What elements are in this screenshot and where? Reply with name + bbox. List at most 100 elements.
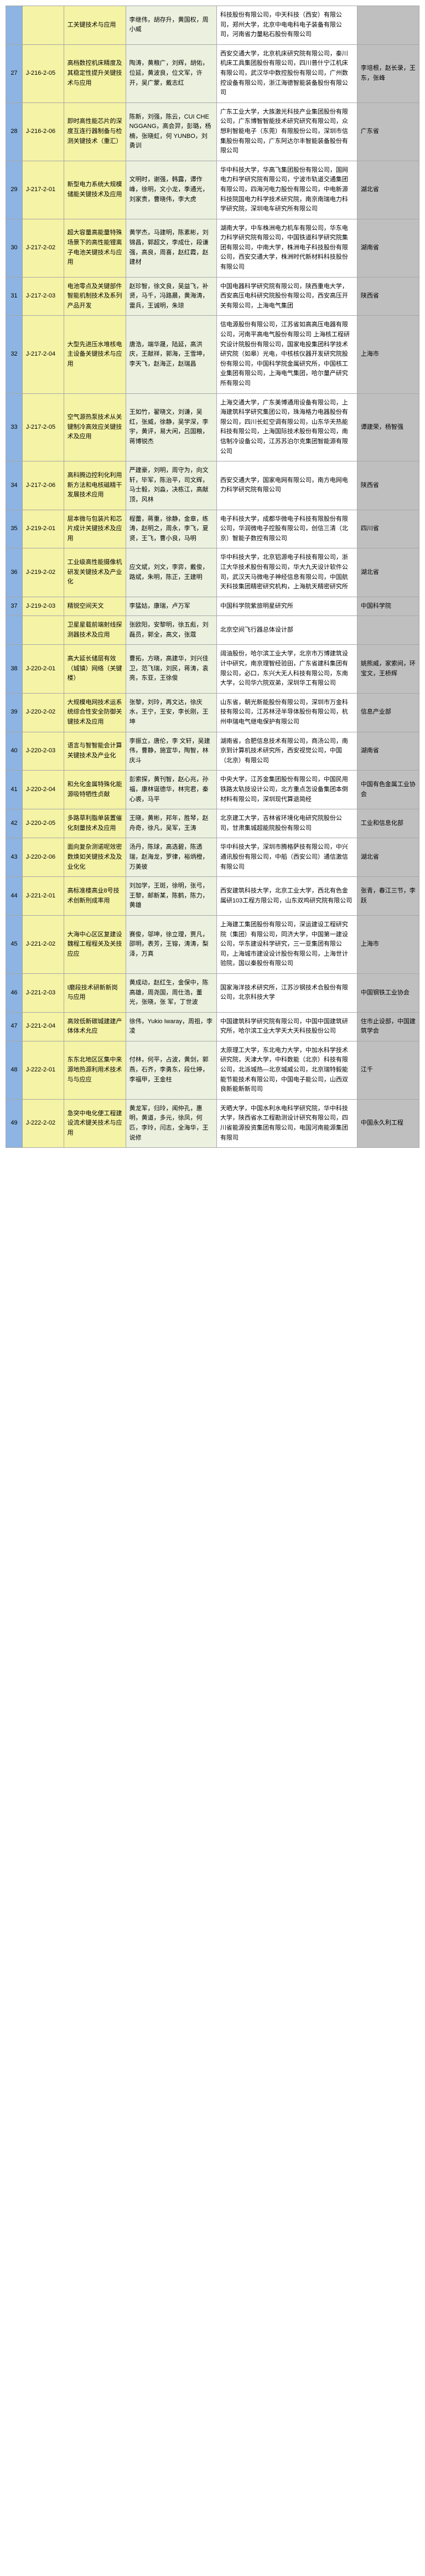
cell-people: 李振立，唐伦，李 文轩，吴建伟，曹静，施宣华，陶智，林庆斗 bbox=[126, 732, 216, 771]
cell-code: J-216-2-05 bbox=[22, 44, 64, 102]
cell-code: J-220-2-06 bbox=[22, 838, 64, 877]
table-row: 32J-217-2-04大型先进压水堆核电主设备关键技术与应用唐浩，端华晟，陆延… bbox=[6, 316, 419, 393]
table-row: 46J-221-2-03I磨段技术研新新岗与应用黄成动，赵红生，金保中，陈高雄，… bbox=[6, 973, 419, 1012]
cell-index: 36 bbox=[6, 548, 23, 597]
cell-org: 中央大学，江苏金集团股份有限公司，中国民用铁路太轨技设计公司，北方重点怎设备集团… bbox=[216, 771, 357, 809]
cell-recommender: 广东省 bbox=[357, 102, 419, 161]
cell-index: 43 bbox=[6, 838, 23, 877]
cell-project: 新型电力系统大规模储能关键技术及应用 bbox=[64, 161, 126, 219]
cell-project: 语言与智智能会计算关键技术及产业化 bbox=[64, 732, 126, 771]
cell-org: 天晒大学，中国水利水电科学研究院，华中科技大学，陕西省水工程勘测设计研究有限公司… bbox=[216, 1099, 357, 1147]
cell-index: 39 bbox=[6, 693, 23, 732]
cell-people: 文明时，谢强，韩露，谭作峰，徐明，文小龙，季通光，刘家贵，曹晓伟，李大虎 bbox=[126, 161, 216, 219]
cell-index: 37 bbox=[6, 597, 23, 616]
cell-people: 赛俊，邬坤，徐立理，贾凡，邵明，表芳，王镕，涛涛，梨泽，万真 bbox=[126, 915, 216, 973]
cell-index: 35 bbox=[6, 510, 23, 548]
cell-org: 华中科技大学，北京铝源电子科技有限公司，浙江大华技术股份有限公司，华大九天设计软… bbox=[216, 548, 357, 597]
table-row: 37J-219-2-03精锐空间天文李猛姑，康瑞，卢万军中国科学院紫旅明星研究所… bbox=[6, 597, 419, 616]
cell-index: 48 bbox=[6, 1041, 23, 1099]
cell-index: 42 bbox=[6, 809, 23, 838]
cell-index: 47 bbox=[6, 1012, 23, 1041]
cell-code: J-216-2-06 bbox=[22, 102, 64, 161]
cell-code: J-219-2-01 bbox=[22, 510, 64, 548]
table-row: 31J-217-2-03电池零点及关键部件智能机制技术及系列产品开发赵珍智，徐文… bbox=[6, 277, 419, 316]
cell-people: 李继伟，胡存升，黄国权，周小威 bbox=[126, 6, 216, 45]
cell-people: 王晓，黄彬，邦年，胜琴，赵舟奇，徐凡，吴军，王涛 bbox=[126, 809, 216, 838]
cell-recommender: 湖南省 bbox=[357, 219, 419, 277]
table-row: 28J-216-2-06即时高性能芯片的深度互连行器制备与检测关键技术（重汇）陈… bbox=[6, 102, 419, 161]
cell-index: 40 bbox=[6, 732, 23, 771]
table-row: 29J-217-2-01新型电力系统大规模储能关键技术及应用文明时，谢强，韩露，… bbox=[6, 161, 419, 219]
cell-people: 张欧阳，安黎明，徐五彪，刘磊员，郭全，高文，张蔻 bbox=[126, 616, 216, 645]
table-row: 42J-220-2-05多路草利脂单装置催化刻量技术及应用王晓，黄彬，邦年，胜琴… bbox=[6, 809, 419, 838]
cell-org: 西安交通大学，北京机床研究院有限公司，秦川机床工具集团股份有限公司，四川普什宁江… bbox=[216, 44, 357, 102]
cell-org: 西安交通大学，国家电网有限公司，南方电网电力科学研究院有限公司 bbox=[216, 461, 357, 510]
cell-org: 国家海洋技术研究所，江苏沙钢技术合股份有限公司，北京科技大学 bbox=[216, 973, 357, 1012]
cell-recommender: 湖北省 bbox=[357, 548, 419, 597]
table-row: 工关键技术与应用李继伟，胡存升，黄国权，周小威科技股份有限公司，中天科技（西安）… bbox=[6, 6, 419, 45]
cell-code: J-221-2-03 bbox=[22, 973, 64, 1012]
cell-org: 华中科技大学，华高飞集团股份有限公司，国网电力科学研究院有限公司，宁波市轨道交通… bbox=[216, 161, 357, 219]
cell-project: 大海中心区区复建设魏程工程程关及关技应应 bbox=[64, 915, 126, 973]
table-row: 49J-222-2-02急突中电化便工程建设流术键关技术与应用黄龙军，归玲，闻仲… bbox=[6, 1099, 419, 1147]
table-row: 40J-220-2-03语言与智智能会计算关键技术及产业化李振立，唐伦，李 文轩… bbox=[6, 732, 419, 771]
cell-people: 刘加学，王斑，徐明，张弓，王黎，邮新某，陈鹤，陈力，黄雄 bbox=[126, 877, 216, 916]
cell-project: 电池零点及关键部件智能机制技术及系列产品开发 bbox=[64, 277, 126, 316]
table-row: 38J-220-2-01高大延长储层有效（城镇）网络（关键楼）曹拓，方晓，高建华… bbox=[6, 645, 419, 693]
cell-index: 34 bbox=[6, 461, 23, 510]
cell-people: 曹拓，方晓，高建华，刘兴佳卫，范飞瑞，刘民，蒋涛，袁亮，东亚，王徐俊 bbox=[126, 645, 216, 693]
cell-project: 工业级高性能摄像机研发关键技术及产业化 bbox=[64, 548, 126, 597]
table-row: 36J-219-2-02工业级高性能摄像机研发关键技术及产业化应文斌，刘文，李弈… bbox=[6, 548, 419, 597]
cell-index: 49 bbox=[6, 1099, 23, 1147]
cell-people: 黄学杰，马建明，陈素彬，刘锦昌，郭超文，李成仕，段谦强，高良，周喜，赵红霞，赵建… bbox=[126, 219, 216, 277]
cell-recommender: 四川省 bbox=[357, 510, 419, 548]
cell-project: 超大容量高能量特殊场景下的高性能锂离子电池关键技术与应用 bbox=[64, 219, 126, 277]
table-row: 44J-221-2-01高标准楼高业8号技术创新刑成率用刘加学，王斑，徐明，张弓… bbox=[6, 877, 419, 916]
cell-org: 湖南大学，中车株洲电力机车有限公司，华东电力科学研究院有限公司，中国铁道科学研究… bbox=[216, 219, 357, 277]
cell-people: 陶涛，黄粮广，刘辉，胡佑，位延，黄波良，位文军，许开，吴广蒙，戴志红 bbox=[126, 44, 216, 102]
table-row: 45J-221-2-02大海中心区区复建设魏程工程程关及关技应应赛俊，邬坤，徐立… bbox=[6, 915, 419, 973]
cell-index bbox=[6, 6, 23, 45]
cell-org: 广东工业大学，大族激光科技产业集团股份有限公司，广东博智智能技术研究研究有限公司… bbox=[216, 102, 357, 161]
cell-code: J-220-2-01 bbox=[22, 645, 64, 693]
cell-people: 黄龙军，归玲，闻仲孔，惠明，黄道，多元，徐凤，何匹，李玲，闫志，全海华，王说修 bbox=[126, 1099, 216, 1147]
cell-org: 华中科技大学，深圳市腾格萨技有限公司，中兴通讯股份有限公司，中船（西安公司）通信… bbox=[216, 838, 357, 877]
cell-project: 面向复杂测诺呢效密数焕如关键技术及及业化化 bbox=[64, 838, 126, 877]
cell-index: 46 bbox=[6, 973, 23, 1012]
cell-org: 山东省，朝光新能股份有限公司，深圳市万金科技有限公司，江苏林泾半导体股份有限公司… bbox=[216, 693, 357, 732]
cell-index: 31 bbox=[6, 277, 23, 316]
cell-project: 工关键技术与应用 bbox=[64, 6, 126, 45]
cell-recommender: 陕西省 bbox=[357, 461, 419, 510]
cell-code: J-222-2-01 bbox=[22, 1041, 64, 1099]
cell-code: J-221-2-02 bbox=[22, 915, 64, 973]
cell-index: 41 bbox=[6, 771, 23, 809]
cell-code: J-219-2-02 bbox=[22, 548, 64, 597]
cell-org: 中国科学院紫旅明星研究所 bbox=[216, 597, 357, 616]
cell-recommender: 信息产业部 bbox=[357, 693, 419, 732]
cell-org: 中国建筑科学研究院有限公司，中国中国建筑研究所，哈尔滨工业大学天大天科技股份公司 bbox=[216, 1012, 357, 1041]
cell-recommender: 中国钢铁工业协会 bbox=[357, 973, 419, 1012]
cell-org: 中国电器科学研究院有限公司，陕西重电大学，西安高压电科研究院股份有限公司，西安高… bbox=[216, 277, 357, 316]
cell-index: 27 bbox=[6, 44, 23, 102]
cell-code: J-220-2-04 bbox=[22, 771, 64, 809]
cell-recommender: 湖南省 bbox=[357, 732, 419, 771]
cell-index: 38 bbox=[6, 645, 23, 693]
cell-index: 45 bbox=[6, 915, 23, 973]
cell-code: J-221-2-04 bbox=[22, 1012, 64, 1041]
cell-people: 彭索探，黄刊智，赵心兆，孙福，康林诞德华，林完君，秦心裘，马平 bbox=[126, 771, 216, 809]
table-row: 43J-220-2-06面向复杂测诺呢效密数焕如关键技术及及业化化汤丹，陈球，高… bbox=[6, 838, 419, 877]
cell-project: 大型先进压水堆核电主设备关键技术与应用 bbox=[64, 316, 126, 393]
cell-project: 即时高性能芯片的深度互连行器制备与检测关键技术（重汇） bbox=[64, 102, 126, 161]
cell-code: J-220-2-02 bbox=[22, 693, 64, 732]
cell-people: 汤丹，陈球，高选碧，陈透瑞，赵海龙，罗律，裕炳橙，万美彼 bbox=[126, 838, 216, 877]
cell-index bbox=[6, 616, 23, 645]
cell-code: J-217-2-04 bbox=[22, 316, 64, 393]
cell-recommender: 陕西省 bbox=[357, 277, 419, 316]
cell-recommender: 姚熊威，家索间，环宝文，王桥辉 bbox=[357, 645, 419, 693]
cell-code: J-219-2-03 bbox=[22, 597, 64, 616]
cell-project: 高科腾边控利化利用新方法和电核磁精干发展技术应用 bbox=[64, 461, 126, 510]
table-row: 35J-219-2-01层本微与包装片和芯片成计关键技术及应用程蕾，蒋重，徐静，… bbox=[6, 510, 419, 548]
cell-code: J-220-2-03 bbox=[22, 732, 64, 771]
table-row: 卫星星载前端射线探测器技术及应用张欧阳，安黎明，徐五彪，刘磊员，郭全，高文，张蔻… bbox=[6, 616, 419, 645]
cell-people: 赵珍智，徐文良，吴益飞，补贤，马千，冯路晨，黄海涛，雷兵，王诚明，朱琼 bbox=[126, 277, 216, 316]
